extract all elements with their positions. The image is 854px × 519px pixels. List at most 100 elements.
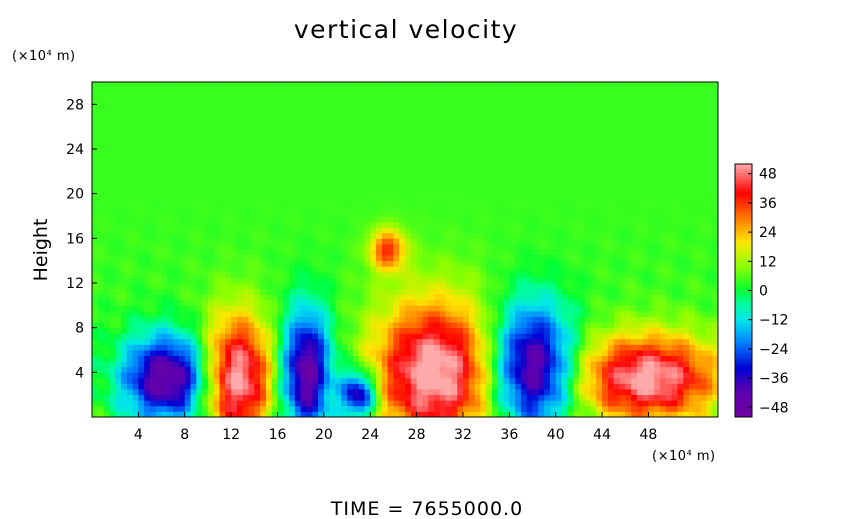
heat-cell bbox=[289, 176, 296, 183]
heat-cell bbox=[347, 305, 354, 312]
heat-cell bbox=[433, 294, 441, 301]
heat-cell bbox=[97, 299, 104, 306]
heat-cell bbox=[352, 171, 360, 178]
heat-cell bbox=[642, 277, 649, 284]
heat-cell bbox=[416, 400, 423, 407]
heat-cell bbox=[538, 232, 545, 239]
heat-cell bbox=[451, 182, 458, 189]
heat-cell bbox=[115, 216, 122, 222]
heat-cell bbox=[694, 294, 702, 301]
heat-cell bbox=[607, 389, 615, 396]
heat-cell bbox=[416, 288, 423, 295]
heat-cell bbox=[497, 411, 504, 418]
heat-cell bbox=[92, 383, 99, 390]
heat-cell bbox=[120, 344, 128, 351]
heat-cell bbox=[445, 377, 452, 384]
heat-cell bbox=[97, 394, 104, 401]
heat-cell bbox=[602, 238, 609, 245]
heat-cell bbox=[683, 344, 690, 351]
heat-cell bbox=[433, 327, 441, 334]
heat-cell bbox=[532, 344, 539, 351]
heat-cell bbox=[341, 305, 348, 312]
heat-cell bbox=[515, 171, 522, 178]
heat-cell bbox=[173, 366, 180, 373]
heat-cell bbox=[341, 243, 348, 250]
heat-cell bbox=[602, 338, 609, 345]
heat-cell bbox=[648, 411, 655, 418]
heat-cell bbox=[544, 182, 551, 189]
heat-cell bbox=[694, 389, 702, 396]
heat-cell bbox=[364, 338, 371, 345]
heat-cell bbox=[184, 199, 191, 206]
heat-cell bbox=[428, 389, 435, 396]
heat-cell bbox=[248, 176, 255, 183]
heat-cell bbox=[491, 310, 499, 317]
heat-cell bbox=[335, 243, 342, 250]
heat-cell bbox=[584, 361, 591, 368]
heat-cell bbox=[642, 227, 649, 234]
heat-cell bbox=[439, 277, 446, 284]
heat-cell bbox=[451, 221, 458, 228]
heat-cell bbox=[642, 405, 649, 412]
heat-cell bbox=[532, 322, 539, 329]
heat-cell bbox=[462, 199, 470, 206]
heat-cell bbox=[428, 294, 435, 301]
heat-cell bbox=[491, 165, 499, 172]
heat-cell bbox=[671, 171, 678, 178]
heat-cell bbox=[520, 243, 528, 250]
heat-cell bbox=[515, 288, 522, 295]
heat-cell bbox=[120, 327, 128, 334]
heat-cell bbox=[561, 210, 568, 217]
heat-cell bbox=[231, 199, 238, 206]
heat-cell bbox=[126, 344, 133, 351]
heat-cell bbox=[231, 316, 238, 323]
heat-cell bbox=[445, 383, 452, 390]
heat-cell bbox=[567, 271, 574, 278]
heat-cell bbox=[486, 411, 493, 418]
heat-cell bbox=[103, 322, 110, 329]
heat-cell bbox=[300, 372, 307, 379]
heat-cell bbox=[538, 182, 545, 189]
heat-cell bbox=[306, 372, 313, 379]
heat-cell bbox=[381, 310, 389, 317]
heat-cell bbox=[399, 411, 406, 418]
heat-cell bbox=[712, 176, 719, 183]
heat-cell bbox=[509, 333, 516, 340]
heat-cell bbox=[347, 227, 354, 234]
heat-cell bbox=[149, 249, 157, 256]
heat-cell bbox=[323, 238, 331, 245]
heat-cell bbox=[219, 310, 226, 317]
heat-cell bbox=[439, 188, 446, 195]
heat-cell bbox=[468, 411, 475, 418]
heat-cell bbox=[567, 227, 574, 234]
heat-cell bbox=[248, 372, 255, 379]
heat-cell bbox=[161, 176, 168, 183]
heat-cell bbox=[393, 350, 400, 356]
heat-cell bbox=[596, 232, 603, 239]
heat-cell bbox=[115, 299, 122, 306]
heat-cell bbox=[486, 372, 493, 379]
heat-cell bbox=[173, 204, 180, 211]
heat-cell bbox=[607, 271, 615, 278]
heat-cell bbox=[323, 199, 331, 206]
heat-cell bbox=[573, 227, 580, 234]
heat-cell bbox=[132, 221, 139, 228]
heat-cell bbox=[115, 227, 122, 234]
heat-cell bbox=[689, 377, 696, 384]
heat-cell bbox=[312, 394, 319, 401]
heat-cell bbox=[532, 204, 539, 211]
heat-cell bbox=[132, 355, 139, 362]
heat-cell bbox=[248, 350, 255, 356]
heat-cell bbox=[474, 160, 481, 167]
heat-cell bbox=[526, 243, 533, 250]
heat-cell bbox=[352, 260, 360, 267]
heat-cell bbox=[503, 316, 510, 323]
heat-cell bbox=[642, 232, 649, 239]
heat-cell bbox=[364, 394, 371, 401]
heat-cell bbox=[242, 165, 249, 172]
heat-cell bbox=[178, 249, 186, 256]
heat-cell bbox=[370, 299, 377, 306]
heat-cell bbox=[619, 193, 626, 200]
heat-cell bbox=[393, 171, 400, 178]
heat-cell bbox=[451, 266, 458, 273]
